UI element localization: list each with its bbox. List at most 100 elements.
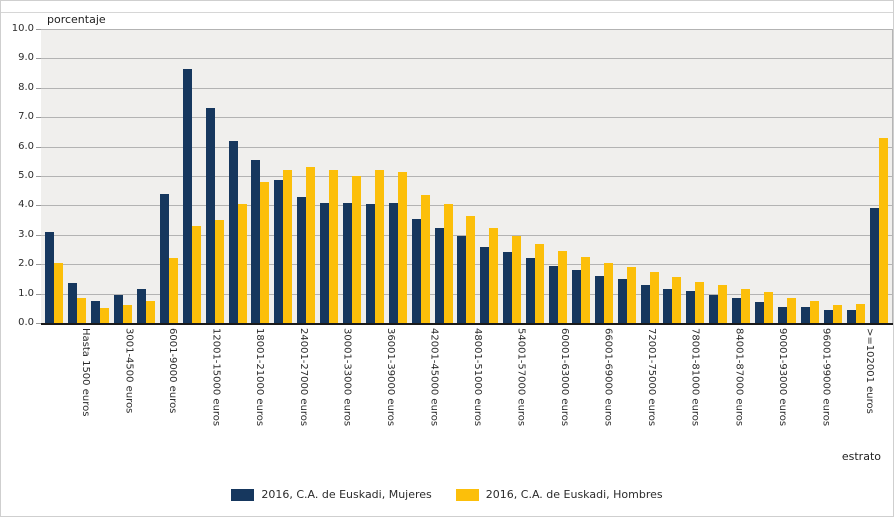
bar [434, 227, 444, 323]
x-tick-label: 12001-15000 euros [210, 328, 222, 427]
bar-group [844, 303, 867, 323]
bar [786, 298, 796, 323]
bar-group [592, 262, 615, 323]
bar [686, 290, 696, 323]
x-tick-label: 30001-33000 euros [341, 328, 353, 427]
bar-group [318, 170, 341, 323]
bar-group [684, 281, 707, 323]
bar-group [295, 167, 318, 323]
bar [558, 251, 568, 323]
x-tick-label: 66001-69000 euros [602, 328, 614, 427]
bar [274, 180, 284, 323]
y-tick-label: 6.0 [18, 141, 34, 152]
bar [823, 309, 833, 323]
bar [878, 137, 888, 323]
y-tick [36, 117, 41, 118]
bar [306, 167, 316, 323]
bar [411, 218, 421, 323]
bar [718, 284, 728, 323]
bar [205, 108, 215, 323]
bar-group [363, 170, 386, 323]
legend-label: 2016, C.A. de Euskadi, Hombres [485, 488, 663, 501]
bar [571, 270, 581, 323]
gridline [41, 205, 892, 206]
gridline [41, 29, 892, 30]
y-tick [36, 294, 41, 295]
bar [283, 170, 293, 323]
bar-group [135, 289, 158, 323]
bar [100, 308, 110, 323]
bar [695, 281, 705, 323]
bar [68, 283, 78, 323]
bar-group [707, 284, 730, 323]
bar [114, 295, 124, 323]
bar [420, 195, 430, 323]
y-tick-label: 4.0 [18, 199, 34, 210]
bar [526, 258, 536, 323]
bar-group [386, 171, 409, 323]
bar-group [615, 267, 638, 323]
legend-item: 2016, C.A. de Euskadi, Mujeres [231, 488, 432, 501]
y-tick-label: 2.0 [18, 258, 34, 269]
bars-container [41, 29, 893, 323]
bar [320, 202, 330, 323]
bar-group [501, 236, 524, 323]
bar [580, 256, 590, 323]
bar-group [180, 68, 203, 323]
frame-top-line [1, 12, 893, 13]
bar [640, 284, 650, 323]
x-tick-label: 6001-9000 euros [167, 328, 179, 414]
bar [182, 68, 192, 323]
bar [260, 181, 270, 323]
y-tick [36, 323, 41, 324]
bar [512, 236, 522, 323]
y-tick [36, 88, 41, 89]
bar [352, 176, 362, 323]
gridline [41, 147, 892, 148]
bar [594, 276, 604, 323]
bar [77, 298, 87, 323]
bar [869, 208, 879, 323]
bar [809, 301, 819, 323]
bar [91, 301, 101, 323]
x-tick-label: 54001-57000 euros [515, 328, 527, 427]
bar [503, 252, 513, 323]
x-tick-label: 24001-27000 euros [297, 328, 309, 427]
bar [146, 301, 155, 323]
bar [800, 306, 810, 323]
x-tick-label: 78001-81000 euros [689, 328, 701, 427]
bar-group [432, 203, 455, 323]
bar [365, 203, 375, 323]
y-tick-label: 5.0 [18, 170, 34, 181]
x-tick-label: 90001-93000 euros [776, 328, 788, 427]
gridline [41, 88, 892, 89]
bar [846, 309, 856, 323]
bar-group [43, 231, 66, 323]
bar [251, 159, 261, 323]
bar-group [478, 227, 501, 323]
bar-group [226, 140, 249, 323]
bar-group [341, 176, 364, 323]
bar [649, 271, 659, 323]
bar [237, 203, 247, 323]
bar [755, 302, 765, 323]
bar [489, 227, 499, 323]
bar-group [730, 289, 753, 323]
bar [466, 215, 476, 323]
bar-group [798, 301, 821, 323]
bar-group [203, 108, 226, 323]
bar-group [547, 251, 570, 323]
x-tick-label: 3001-4500 euros [123, 328, 135, 414]
y-tick-label: 1.0 [18, 288, 34, 299]
bar-group [661, 277, 684, 323]
bar-group [112, 295, 135, 323]
legend-label: 2016, C.A. de Euskadi, Mujeres [261, 488, 432, 501]
bar [397, 171, 407, 323]
bar [617, 278, 627, 323]
bar [297, 196, 307, 323]
y-axis-title: porcentaje [47, 13, 106, 26]
y-tick [36, 205, 41, 206]
x-tick-label: 84001-87000 euros [733, 328, 745, 427]
x-tick-label: 42001-45000 euros [428, 328, 440, 427]
